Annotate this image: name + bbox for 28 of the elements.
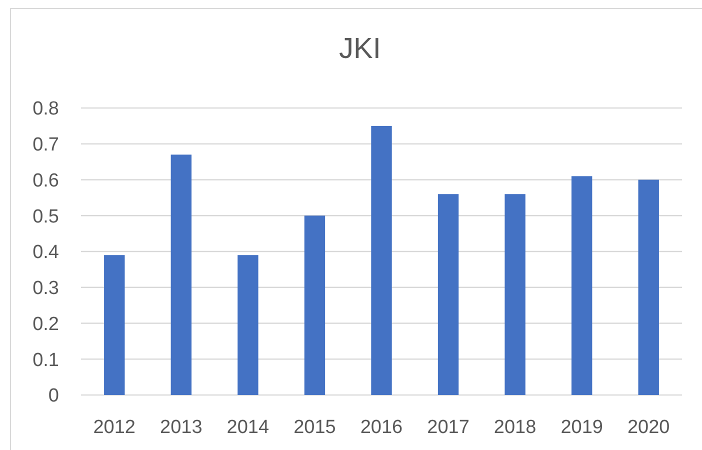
y-tick-label: 0.4 bbox=[32, 242, 60, 264]
x-tick-label: 2017 bbox=[427, 417, 470, 438]
x-tick-label: 2019 bbox=[560, 417, 603, 438]
x-tick-label: 2013 bbox=[160, 417, 202, 438]
chart-title: JKI bbox=[339, 33, 381, 65]
bar bbox=[371, 126, 392, 395]
bar bbox=[571, 176, 592, 395]
x-tick-label: 2018 bbox=[494, 417, 536, 438]
y-tick-label: 0.8 bbox=[32, 98, 59, 120]
x-tick-label: 2014 bbox=[226, 417, 270, 438]
y-tick-label: 0.7 bbox=[32, 134, 59, 156]
y-tick-label: 0.1 bbox=[32, 350, 59, 371]
bar bbox=[104, 255, 125, 395]
bar bbox=[238, 255, 258, 395]
y-tick-label: 0.3 bbox=[32, 278, 59, 300]
bar bbox=[638, 180, 659, 395]
bar bbox=[438, 194, 459, 395]
bar bbox=[170, 154, 192, 395]
bar bbox=[504, 194, 526, 395]
x-tick-label: 2012 bbox=[93, 417, 136, 438]
x-tick-label: 2020 bbox=[627, 417, 670, 438]
bar bbox=[304, 216, 326, 395]
x-tick-label: 2015 bbox=[294, 417, 336, 438]
y-tick-label: 0.6 bbox=[32, 170, 59, 192]
y-tick-label: 0 bbox=[48, 386, 59, 407]
x-tick-label: 2016 bbox=[360, 417, 403, 438]
y-tick-label: 0.2 bbox=[32, 314, 59, 335]
y-tick-label: 0.5 bbox=[32, 206, 59, 228]
